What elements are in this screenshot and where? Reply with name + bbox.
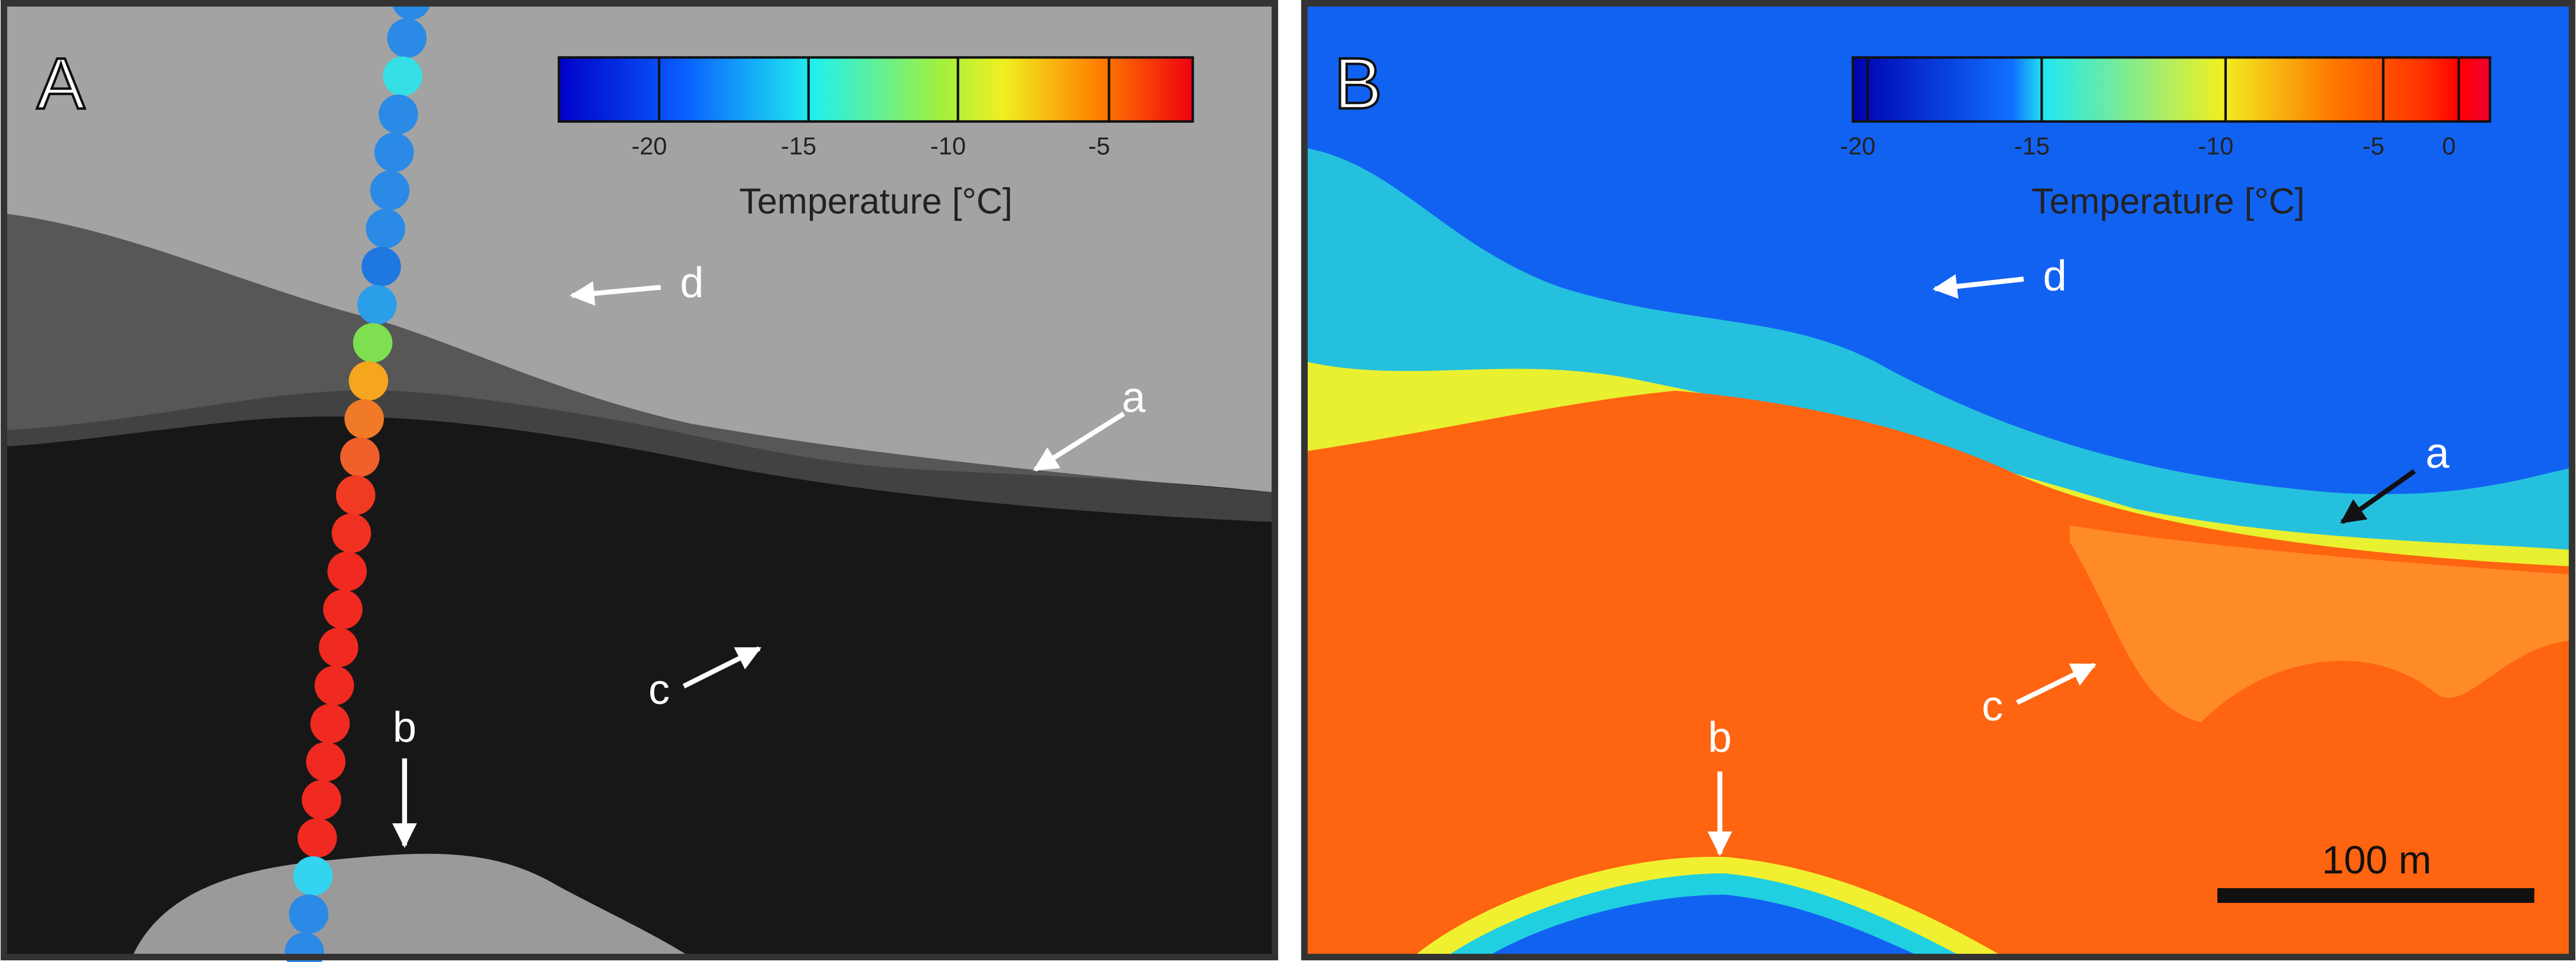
arrow <box>2340 469 2416 524</box>
transect-dot <box>344 399 384 439</box>
annotation: c <box>649 666 670 713</box>
transect-dot <box>349 361 389 401</box>
thermal-warm <box>2069 525 2572 723</box>
panel-label: B <box>1334 43 1382 123</box>
transect-dot <box>340 437 380 477</box>
annotation: d <box>680 259 704 306</box>
transect-dot <box>289 894 328 934</box>
arrow <box>682 646 762 689</box>
ice-bottom <box>132 853 691 957</box>
colorbar-tick-label: -10 <box>930 132 966 159</box>
transect-dot <box>327 552 367 591</box>
colorbar <box>558 56 1194 123</box>
annotation: b <box>1708 714 1732 761</box>
transect-dot <box>374 132 414 172</box>
arrow <box>2015 663 2097 705</box>
panel-b: B -20 -15 -10 -5 0 Temperature [°C] a b c d … <box>1301 0 2575 961</box>
colorbar-title: Temperature [°C] <box>739 181 1012 221</box>
annotation: d <box>2043 253 2067 300</box>
arrow <box>1932 274 2024 299</box>
annotation: c <box>1982 683 2003 730</box>
scale-bar <box>2217 888 2535 903</box>
thermal-cold <box>1486 895 1922 957</box>
colorbar <box>1851 56 2492 123</box>
ice-edge <box>4 213 1275 522</box>
transect-dot <box>293 856 333 896</box>
colorbar-tick-label: -20 <box>631 132 667 159</box>
transect-dot <box>306 742 346 782</box>
transect-dot <box>387 18 427 58</box>
transect-dot <box>310 704 350 743</box>
scale-bar-label: 100 m <box>2322 839 2431 882</box>
annotation: a <box>1122 374 1146 421</box>
arrow <box>569 281 661 306</box>
arrow <box>1033 411 1125 472</box>
colorbar-tick-label: -5 <box>2362 132 2384 159</box>
thermal-warm <box>1304 390 2572 957</box>
colorbar-tick-label: -15 <box>2014 132 2050 159</box>
transect-dots <box>285 0 431 962</box>
frame <box>1301 0 2575 961</box>
transect-dot <box>301 780 341 820</box>
colorbar-tick-label: -5 <box>1088 132 1110 159</box>
transect-dot <box>370 171 410 210</box>
transect-dot <box>357 285 397 325</box>
annotation: b <box>393 704 416 751</box>
annotation: a <box>2425 430 2450 477</box>
colorbar-title: Temperature [°C] <box>2031 181 2305 221</box>
colorbar-tick-label: -20 <box>1840 132 1875 159</box>
transect-dot <box>331 513 372 553</box>
transect-dot <box>366 208 406 249</box>
colorbar-tick-label: -15 <box>781 132 816 159</box>
panel-label: A <box>37 43 85 123</box>
transect-dot <box>379 94 418 134</box>
frame <box>1 0 1278 961</box>
panel-a: A -20 -15 -10 -5 Temperature [°C] a b c d <box>1 0 1278 962</box>
transect-dot <box>336 475 376 515</box>
transect-dot <box>297 818 337 858</box>
transect-dot <box>323 589 363 630</box>
colorbar-tick-label: -10 <box>2198 132 2233 159</box>
colorbar-ticks: -20 -15 -10 -5 0 <box>1840 57 2460 159</box>
transect-dot <box>383 56 422 96</box>
colorbar-tick-label: 0 <box>2442 132 2455 159</box>
transect-dot <box>314 666 354 706</box>
transect-dot <box>362 247 401 286</box>
transect-dot <box>318 628 359 667</box>
colorbar-ticks: -20 -15 -10 -5 <box>631 57 1110 159</box>
transect-dot <box>353 323 393 363</box>
